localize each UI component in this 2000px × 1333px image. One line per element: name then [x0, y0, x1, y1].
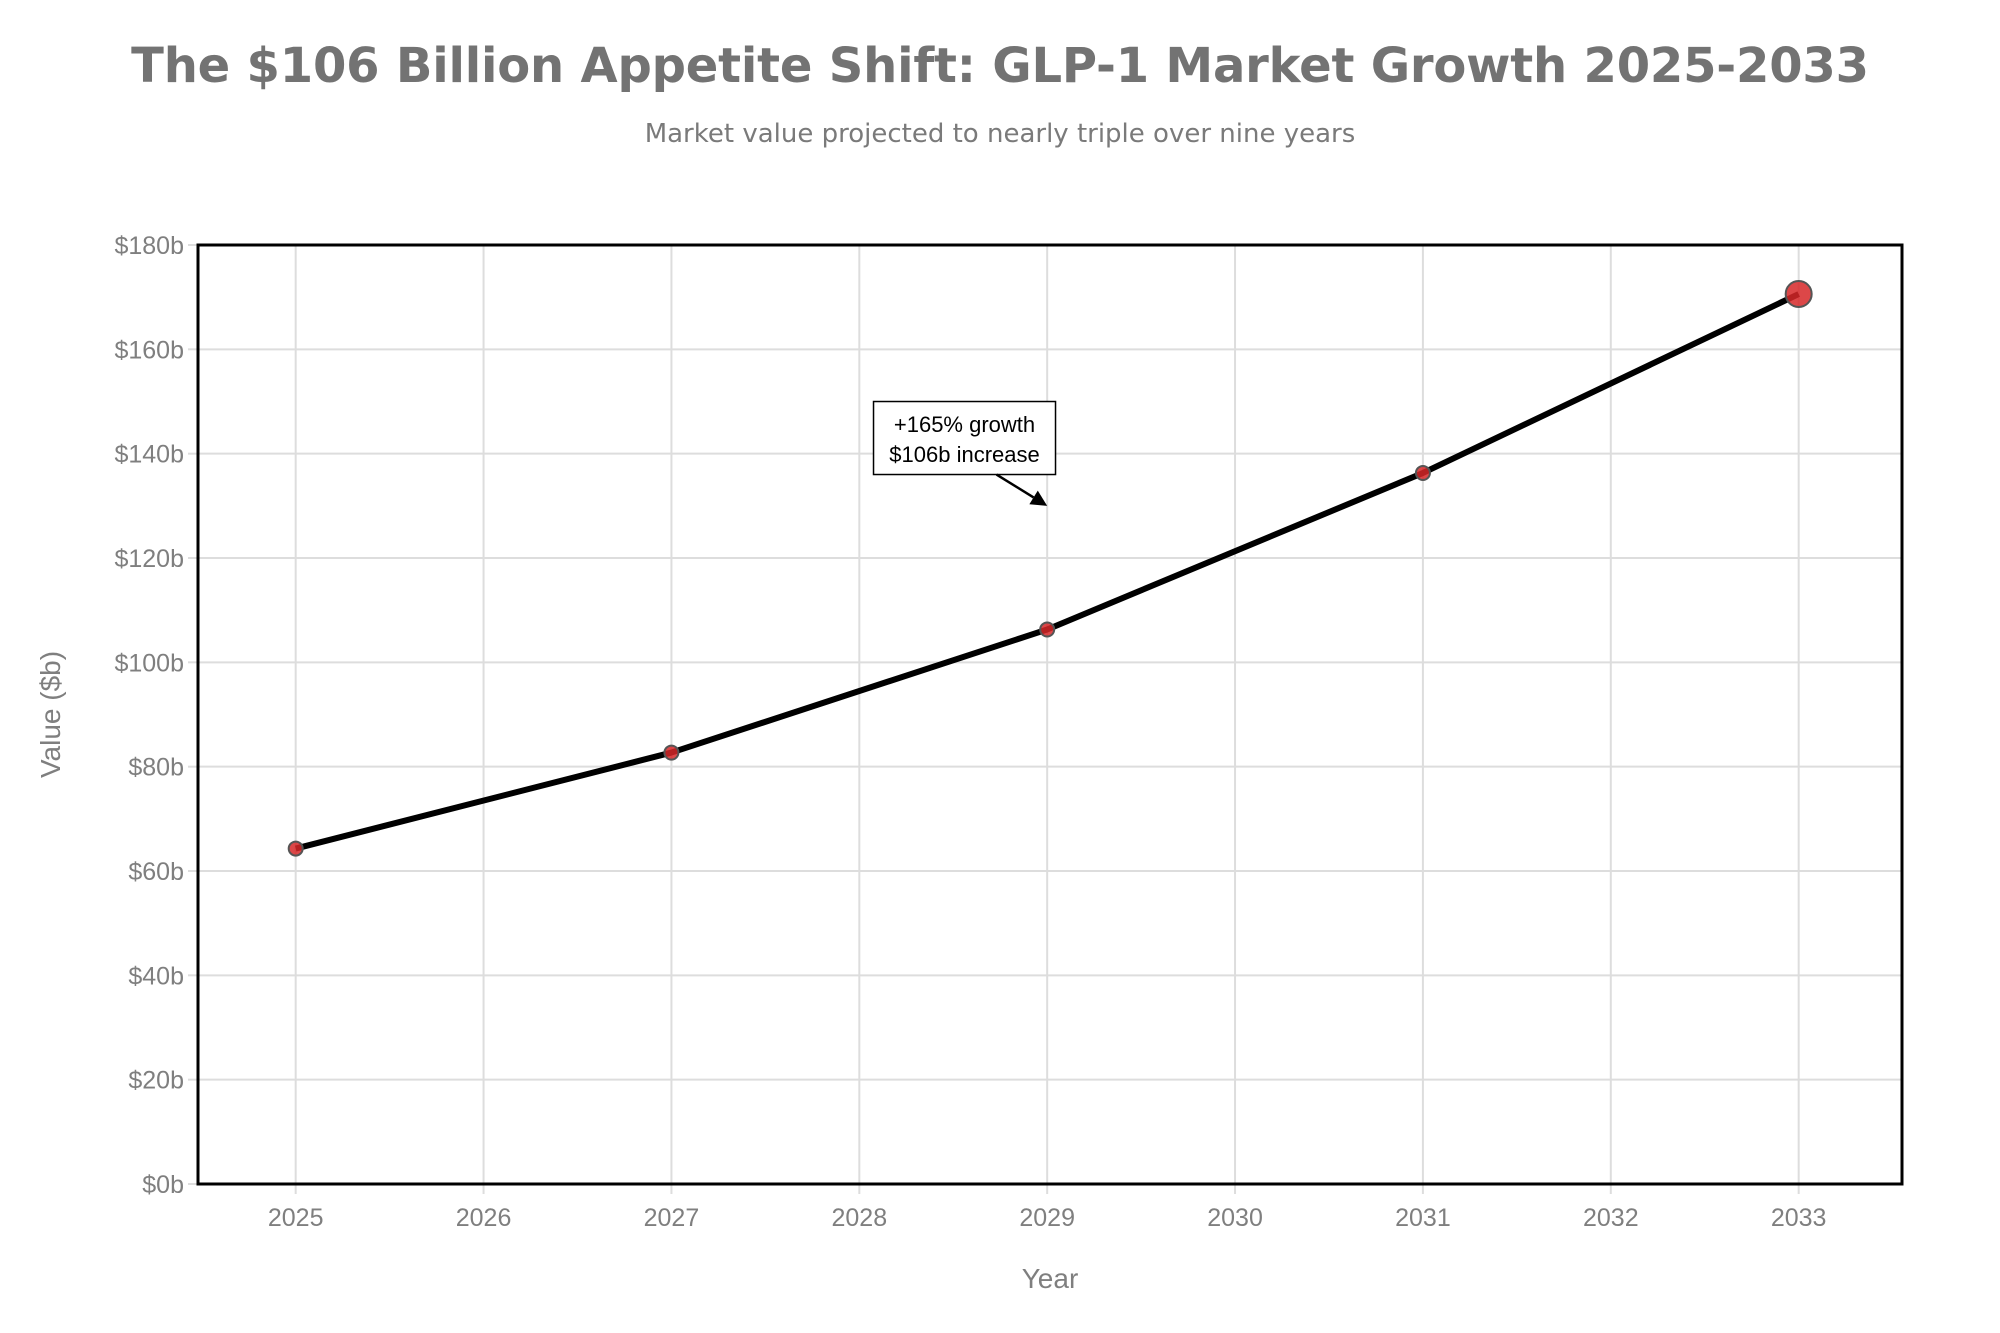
- annotation-text: +165% growth: [894, 412, 1035, 437]
- x-axis: 2025 2026 2027 2028 2029 2030 2031 2032 2033: [268, 1184, 1827, 1232]
- x-tick-label: 2031: [1395, 1204, 1451, 1232]
- y-tick-label: $100b: [114, 649, 184, 677]
- y-tick-label: $140b: [114, 441, 184, 469]
- chart-subtitle: Market value projected to nearly triple …: [644, 119, 1356, 149]
- y-tick-label: $120b: [114, 545, 184, 573]
- x-tick-label: 2026: [456, 1204, 512, 1232]
- y-axis-title: Value ($b): [35, 651, 66, 778]
- grid-lines: [198, 244, 1902, 1185]
- y-axis: $0b $20b $40b $60b $80b $100b $120b $140b $160b $…: [114, 232, 198, 1199]
- x-tick-label: 2028: [831, 1204, 887, 1232]
- plot-frame: [196, 243, 1904, 1186]
- x-tick-label: 2030: [1207, 1204, 1263, 1232]
- annotation-arrow: [995, 473, 1035, 499]
- y-tick-label: $0b: [142, 1171, 184, 1199]
- x-tick-label: 2032: [1583, 1204, 1639, 1232]
- y-tick-label: $20b: [128, 1067, 184, 1095]
- y-tick-label: $60b: [128, 858, 184, 886]
- chart-title: The $106 Billion Appetite Shift: GLP-1 M…: [131, 38, 1869, 94]
- x-axis-title: Year: [1022, 1263, 1079, 1294]
- x-tick-label: 2027: [644, 1204, 700, 1232]
- y-tick-label: $180b: [114, 232, 184, 260]
- annotation-text: $106b increase: [889, 442, 1039, 467]
- data-point-highlight: [1784, 280, 1813, 309]
- x-tick-label: 2029: [1019, 1204, 1075, 1232]
- y-tick-label: $40b: [128, 962, 184, 990]
- y-tick-label: $160b: [114, 336, 184, 364]
- arrow-head-icon: [1029, 490, 1048, 506]
- annotation: +165% growth $106b increase: [872, 400, 1057, 506]
- data-point: [287, 840, 304, 857]
- x-tick-label: 2033: [1771, 1204, 1827, 1232]
- x-tick-label: 2025: [268, 1204, 324, 1232]
- data-point: [1414, 464, 1431, 481]
- y-tick-label: $80b: [128, 754, 184, 782]
- annotation-box: [872, 400, 1057, 476]
- data-point: [1039, 621, 1056, 638]
- data-point: [663, 744, 680, 761]
- series-layer: [287, 280, 1813, 857]
